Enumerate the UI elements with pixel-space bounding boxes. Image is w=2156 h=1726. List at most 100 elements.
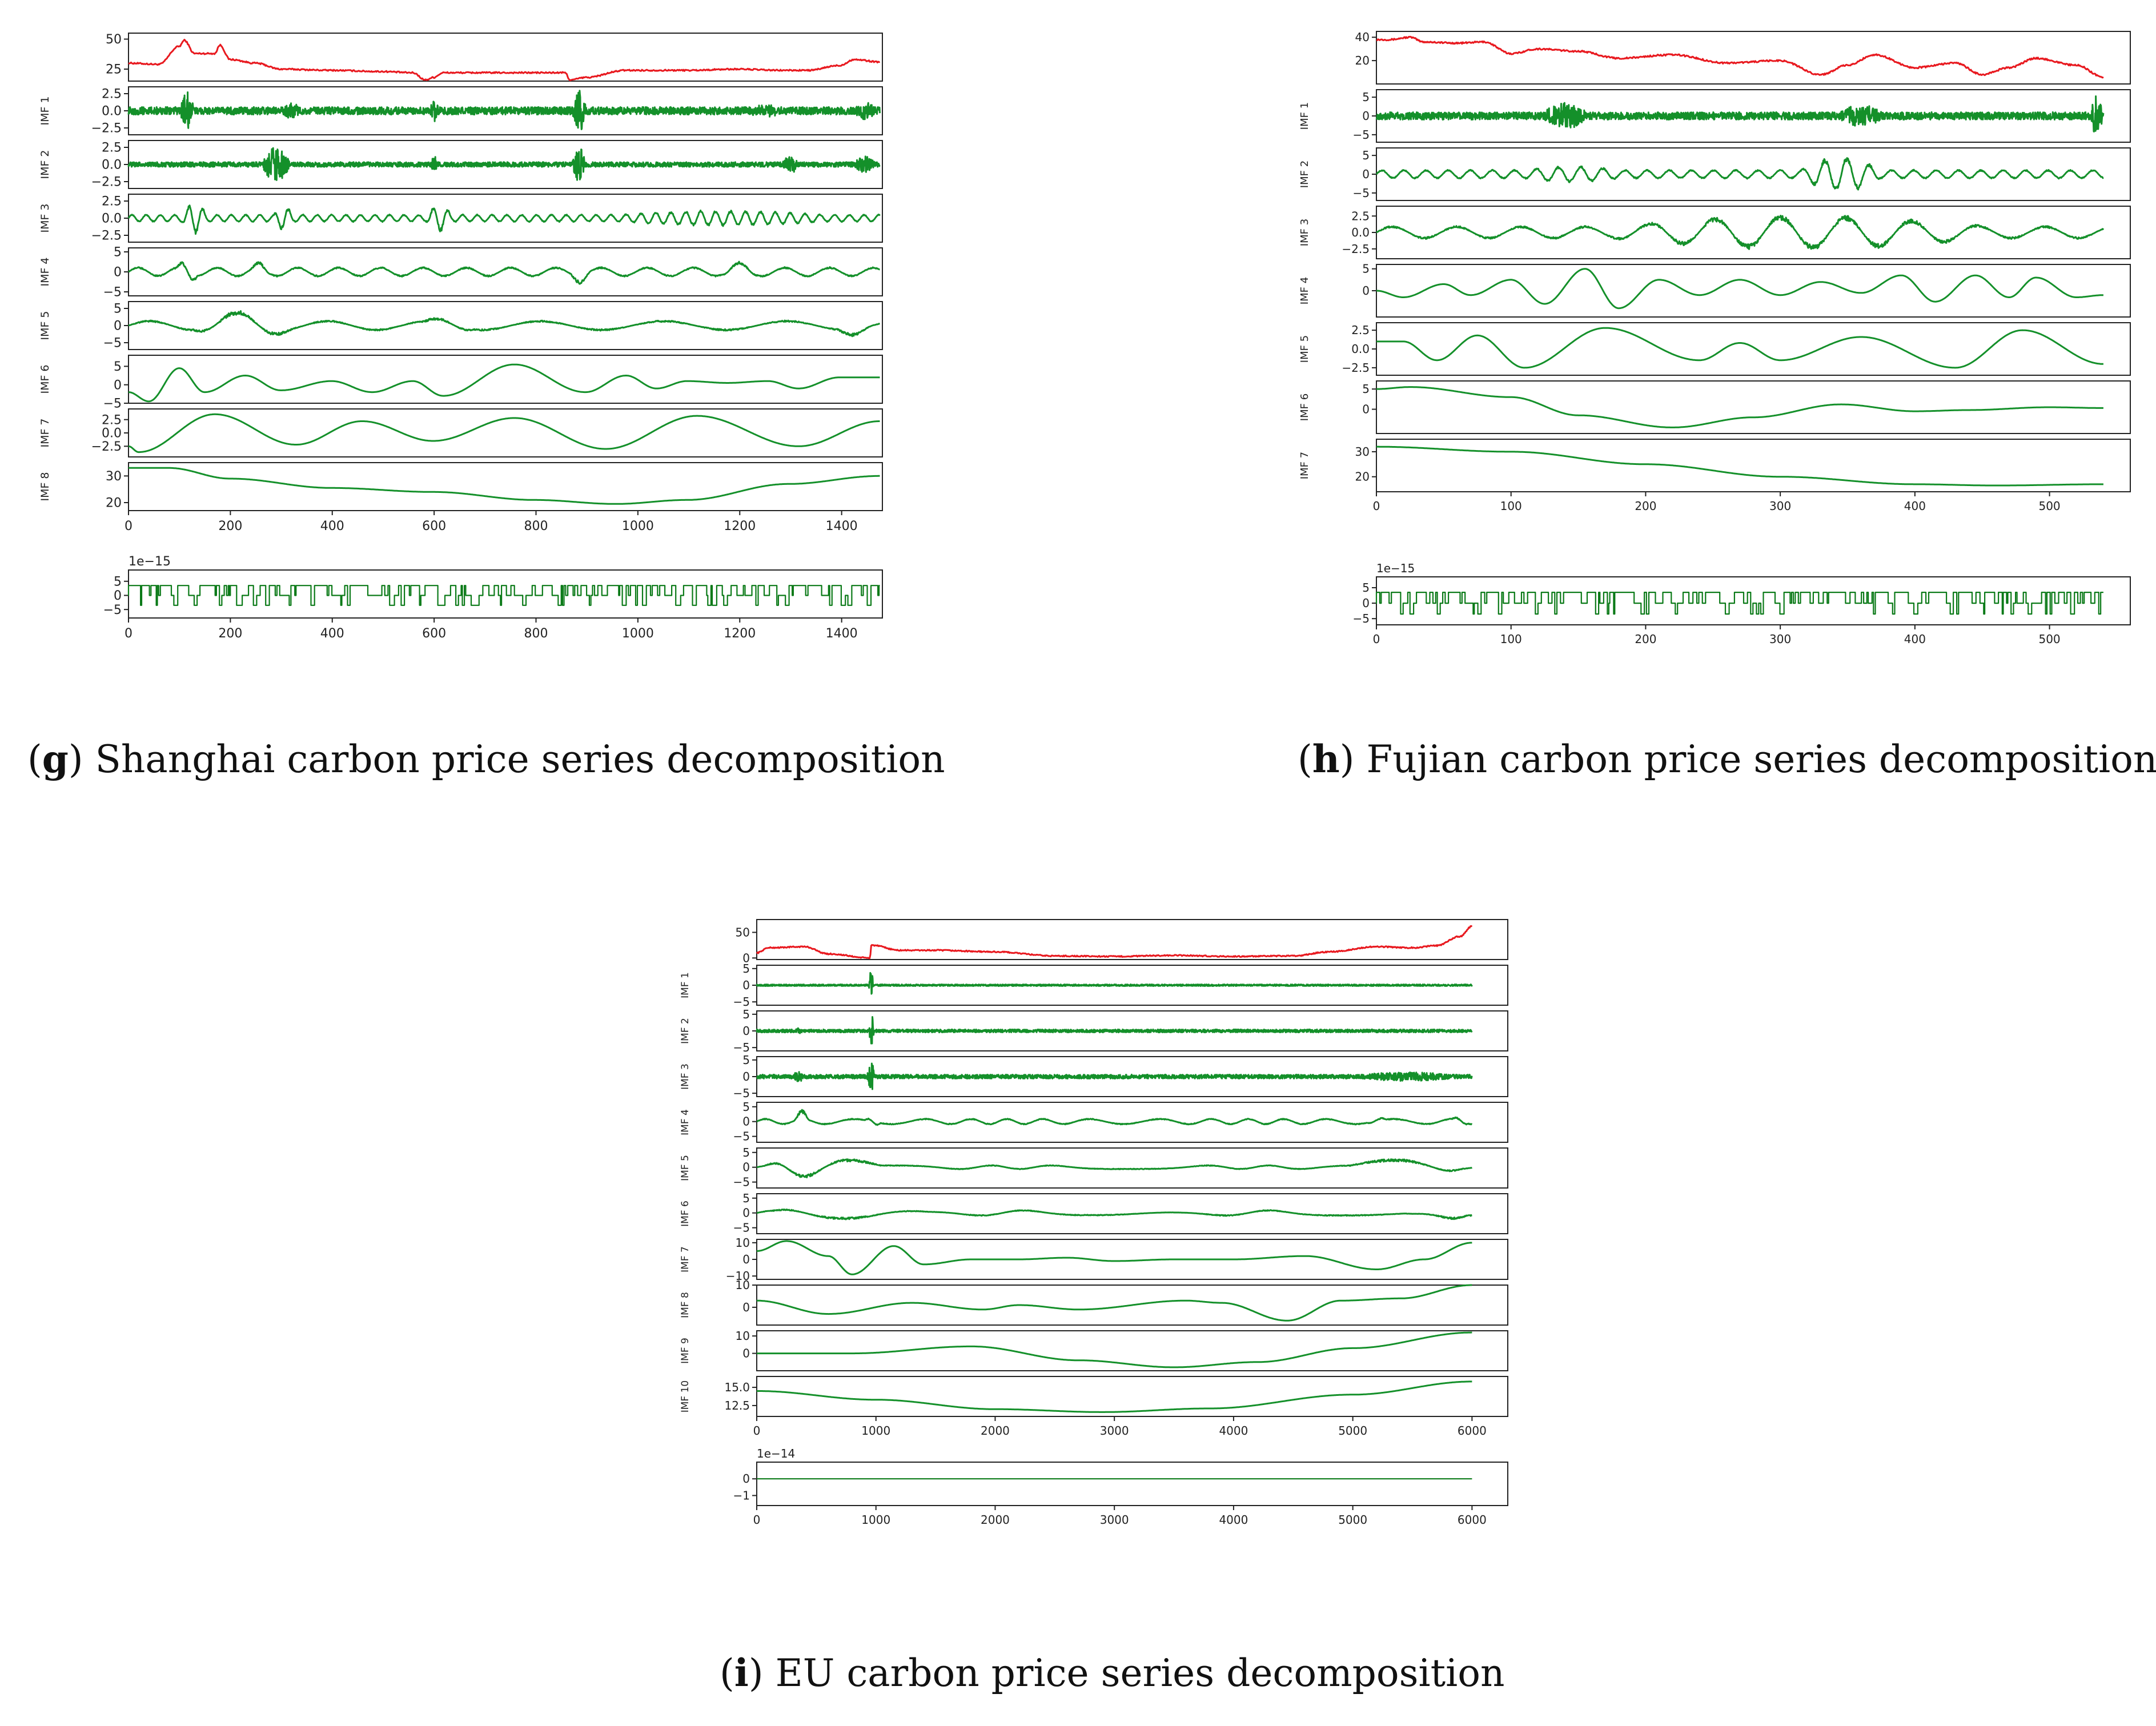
x-tick-label: 5000 [1338, 1424, 1367, 1438]
x-tick-label: 1000 [861, 1513, 890, 1527]
y-tick-label: 5 [742, 1053, 750, 1067]
y-tick-label: 0.0 [102, 212, 122, 226]
x-tick-label: 400 [1904, 499, 1926, 513]
subplot-imf-4: 5 0 IMF 4 [1299, 262, 2131, 318]
y-tick-label: 20 [1355, 54, 1370, 67]
y-tick-label: −5 [733, 995, 750, 1009]
x-tick-label: 1200 [724, 627, 756, 641]
y-tick-label: 2.5 [102, 87, 122, 102]
series-line [756, 1208, 1472, 1221]
subplot-imf-4: 50−5 IMF 4 [680, 1100, 1508, 1143]
x-tick-label: 1200 [724, 519, 756, 533]
y-tick-label: 0 [1362, 167, 1370, 181]
y-tick-label: 0 [742, 951, 750, 965]
y-tick-label: 10 [736, 1329, 750, 1343]
x-tick-label: 0 [753, 1513, 761, 1527]
x-tick-label: 0 [753, 1424, 761, 1438]
y-tick-label: 5 [1362, 382, 1370, 396]
series-line [756, 1158, 1473, 1179]
y-tick-label: 2.5 [1351, 209, 1370, 223]
y-tick-label: −2.5 [1342, 242, 1370, 256]
x-axis-residual: 0 1000 2000 3000 4000 5000 6000 [753, 1506, 1487, 1527]
y-tick-label: −2.5 [91, 175, 122, 190]
subplot-ylabel: IMF 6 [1299, 394, 1311, 421]
y-tick-label: −2.5 [91, 440, 122, 454]
y-tick-label: 0 [742, 1206, 750, 1220]
series-line [1376, 35, 2104, 79]
subplot-ylabel: IMF 2 [1299, 160, 1311, 188]
x-tick-label: 1000 [622, 627, 654, 641]
y-tick-label: −5 [103, 286, 122, 300]
y-tick-label: 30 [1355, 445, 1370, 459]
y-tick-label: −5 [733, 1041, 750, 1054]
y-tick-label: 5 [742, 1100, 750, 1114]
y-tick-label: 2.5 [102, 141, 122, 155]
series-line [756, 925, 1473, 960]
subplot-imf-6: 50−5 IMF 6 [680, 1191, 1508, 1235]
x-tick-label: 0 [125, 627, 133, 641]
y-tick-label: 0 [742, 1070, 750, 1083]
y-tick-label: −5 [733, 1130, 750, 1143]
residual-exponent: 1e−15 [1376, 561, 1415, 575]
y-tick-label: 5 [114, 575, 122, 589]
subplot-ylabel: IMF 3 [1299, 219, 1311, 246]
subplot-imf-2: 5 0 −5 IMF 2 [1299, 147, 2131, 201]
y-tick-label: −2.5 [91, 122, 122, 136]
x-tick-label: 5000 [1338, 1513, 1367, 1527]
subplot-imf-8: 30 20 IMF 8 [39, 462, 883, 511]
subplot-ylabel: IMF 8 [39, 472, 51, 501]
subplot-imf-1: 2.5 0.0 −2.5 IMF 1 [39, 86, 883, 136]
x-tick-label: 800 [524, 627, 548, 641]
y-tick-label: −2.5 [91, 229, 122, 243]
subplot-imf-3: 2.5 0.0 −2.5 IMF 3 [1299, 206, 2131, 259]
y-tick-label: 5 [114, 360, 122, 374]
y-tick-label: −5 [733, 1086, 750, 1100]
subplot-frame [1376, 439, 2131, 492]
y-tick-label: 5 [1362, 262, 1370, 276]
subplot-frame [756, 1462, 1508, 1506]
x-tick-label: 300 [1769, 499, 1791, 513]
subplot-imf-2: 5 0 −5 IMF 2 [680, 1007, 1508, 1054]
y-tick-label: 10 [736, 1278, 750, 1292]
subplot-ylabel: IMF 6 [680, 1201, 691, 1227]
y-tick-label: 0 [114, 589, 122, 603]
y-tick-label: 0 [742, 1024, 750, 1038]
subplot-ylabel: IMF 9 [680, 1338, 691, 1364]
y-tick-label: 0 [1362, 596, 1370, 610]
y-tick-label: 50 [736, 925, 750, 939]
x-tick-label: 500 [2038, 632, 2060, 646]
x-tick-label: 1000 [622, 519, 654, 533]
subplot-ylabel: IMF 3 [680, 1063, 691, 1090]
x-axis-main: 0 1000 2000 3000 4000 5000 6000 [753, 1416, 1487, 1438]
x-tick-label: 6000 [1458, 1513, 1487, 1527]
y-tick-label: 40 [1355, 30, 1370, 44]
residual-series [127, 585, 880, 606]
y-tick-label: 30 [106, 469, 122, 484]
subplot-imf-3: 2.5 0.0 −2.5 IMF 3 [39, 194, 883, 243]
subplot-frame [756, 1376, 1508, 1417]
residual-subplot: 50 −5 [1353, 576, 2131, 625]
x-tick-label: 100 [1500, 499, 1522, 513]
x-axis-residual: 0 100 200 300 400 500 [1373, 625, 2061, 646]
series-line [127, 147, 881, 181]
y-tick-label: 0 [1362, 284, 1370, 298]
y-tick-label: −5 [733, 1175, 750, 1189]
series-line [127, 204, 881, 235]
subplot-frame [756, 1193, 1508, 1234]
subplot-frame [128, 33, 883, 82]
series-line [756, 1284, 1472, 1322]
x-tick-label: 100 [1500, 632, 1522, 646]
x-tick-label: 4000 [1219, 1424, 1248, 1438]
x-tick-label: 4000 [1219, 1513, 1248, 1527]
x-tick-label: 6000 [1458, 1424, 1487, 1438]
subplot-imf-5: 5 0 −5 IMF 5 [39, 301, 883, 351]
subplot-ylabel: IMF 1 [1299, 102, 1311, 130]
series-line [128, 413, 880, 453]
subplot-frame [1376, 380, 2131, 434]
x-tick-label: 800 [524, 519, 548, 533]
series-line [128, 38, 881, 82]
subplot-ylabel: IMF 5 [1299, 335, 1311, 363]
y-tick-label: 20 [106, 496, 122, 511]
series-line [1376, 386, 2103, 428]
